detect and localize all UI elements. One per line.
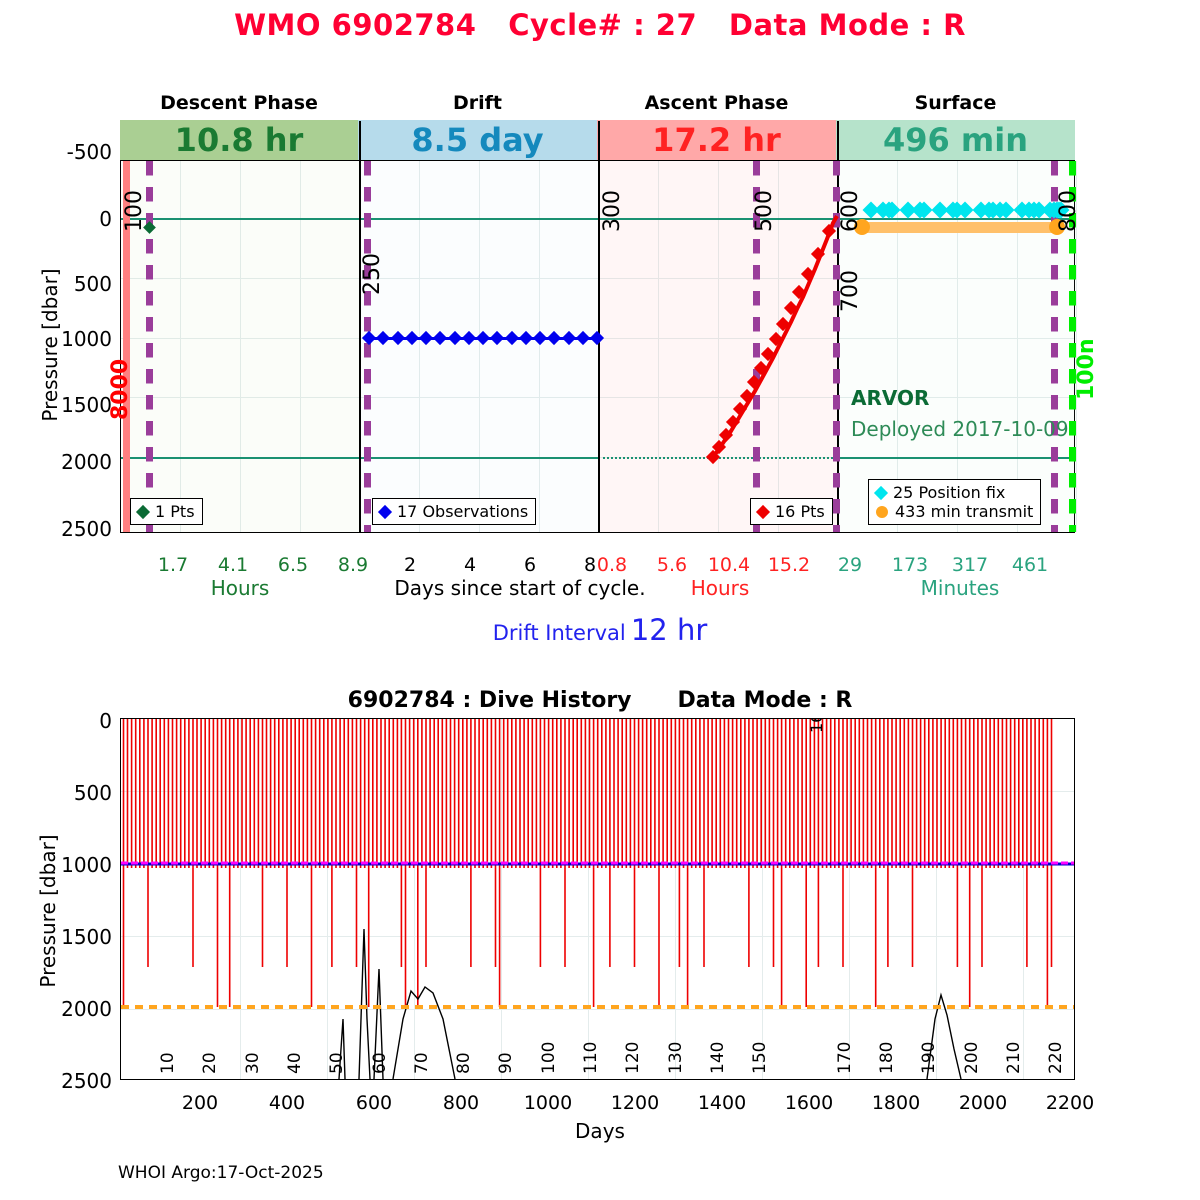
top-ytick-0: -500 xyxy=(67,140,112,164)
dive-history-title: 6902784 : Dive History Data Mode : R xyxy=(0,688,1200,713)
phase-duration-descent: 10.8 hr xyxy=(120,120,358,160)
bot-ytick-3: 1500 xyxy=(61,925,112,949)
cycle-timeline-plot: ARVOR Deployed 2017-10-09 xyxy=(120,160,1075,533)
top-ytick-2: 500 xyxy=(74,272,112,296)
bot-xtick-8: 1800 xyxy=(861,1092,931,1114)
config-label-250: 250 xyxy=(360,253,385,295)
bot-xtick-10: 2200 xyxy=(1035,1092,1105,1114)
bot-xtick-6: 1400 xyxy=(687,1092,757,1114)
legend-label-transmit: 433 min transmit xyxy=(895,502,1033,521)
config-label-600: 600 xyxy=(838,190,863,232)
cycle-number-label: 120 xyxy=(623,1042,643,1074)
footer-text: WHOI Argo:17-Oct-2025 xyxy=(118,1163,324,1183)
cycle-number-label: 20 xyxy=(200,1052,220,1074)
cycle-number-label: 200 xyxy=(962,1042,982,1074)
cycle-number-label: 10 xyxy=(158,1052,178,1074)
page-title: WMO 6902784 Cycle# : 27 Data Mode : R xyxy=(0,8,1200,42)
drift-interval: Drift Interval 12 hr xyxy=(0,613,1200,647)
top-ytick-6: 2500 xyxy=(61,517,112,541)
legend-surface: 25 Position fix 433 min transmit xyxy=(868,479,1041,525)
legend-marker-ascent-icon xyxy=(756,504,770,518)
cycle-number-label: 130 xyxy=(666,1042,686,1074)
config-label-1000: 100n xyxy=(1074,338,1099,400)
config-label-100: 100 xyxy=(122,190,147,232)
phase-name-surface: Surface xyxy=(836,92,1075,114)
cycle-number-label: 80 xyxy=(454,1052,474,1074)
config-label-800: 800 xyxy=(1056,190,1081,232)
legend-marker-descent-icon xyxy=(136,504,150,518)
config-label-500: 500 xyxy=(752,190,777,232)
bot-xtick-3: 800 xyxy=(431,1092,491,1114)
bot-xtick-7: 1600 xyxy=(774,1092,844,1114)
bot-xtick-2: 600 xyxy=(344,1092,404,1114)
ascent-xtick-3: 15.2 xyxy=(754,554,824,576)
phase-name-drift: Drift xyxy=(358,92,597,114)
cycle-number-label: 180 xyxy=(877,1042,897,1074)
dive-history-inline-label: 160 xyxy=(807,718,826,733)
bot-ytick-0: 0 xyxy=(99,709,112,733)
phase-duration-drift: 8.5 day xyxy=(358,120,597,160)
deployment-date-label: Deployed 2017-10-09 xyxy=(851,417,1069,441)
cycle-number-label: 70 xyxy=(412,1052,432,1074)
descent-axis-name: Hours xyxy=(170,576,310,600)
legend-ascent: 16 Pts xyxy=(750,498,833,525)
bot-ytick-4: 2000 xyxy=(61,997,112,1021)
cycle-number-label: 210 xyxy=(1004,1042,1024,1074)
legend-label-descent: 1 Pts xyxy=(155,502,195,521)
bot-ytick-5: 2500 xyxy=(61,1069,112,1093)
cycle-number-label: 220 xyxy=(1046,1042,1066,1074)
config-label-300: 300 xyxy=(600,190,625,232)
cycle-number-label: 60 xyxy=(370,1052,390,1074)
legend-marker-transmit-icon xyxy=(876,506,888,518)
bot-ytick-2: 1000 xyxy=(61,853,112,877)
cycle-number-label: 30 xyxy=(243,1052,263,1074)
bot-ytick-1: 500 xyxy=(74,781,112,805)
bottom-y-axis-label: Pressure [dbar] xyxy=(36,821,60,1001)
drift-interval-label: Drift Interval xyxy=(493,621,626,645)
top-y-axis-label: Pressure [dbar] xyxy=(38,255,62,435)
top-ytick-1: 0 xyxy=(99,207,112,231)
legend-label-positionfix: 25 Position fix xyxy=(893,483,1005,502)
bot-xtick-4: 1000 xyxy=(513,1092,583,1114)
cycle-number-label: 190 xyxy=(919,1042,939,1074)
ascent-axis-name: Hours xyxy=(650,576,790,600)
bot-xtick-5: 1200 xyxy=(600,1092,670,1114)
top-ytick-3: 1000 xyxy=(61,327,112,351)
bot-xtick-0: 200 xyxy=(170,1092,230,1114)
top-ytick-5: 2000 xyxy=(61,450,112,474)
legend-label-ascent: 16 Pts xyxy=(775,502,825,521)
legend-marker-drift-icon xyxy=(378,504,392,518)
cycle-number-label: 140 xyxy=(708,1042,728,1074)
config-label-8000: 8000 xyxy=(108,359,133,420)
cycle-number-label: 150 xyxy=(750,1042,770,1074)
bot-xtick-1: 400 xyxy=(257,1092,317,1114)
cycle-number-label: 100 xyxy=(539,1042,559,1074)
dive-history-plot: 160 xyxy=(120,718,1075,1080)
legend-marker-positionfix-icon xyxy=(874,485,888,499)
transmit-duration-bar xyxy=(859,222,1059,233)
dive-history-series xyxy=(121,719,1074,1079)
legend-descent: 1 Pts xyxy=(130,498,203,525)
cycle-number-label: 110 xyxy=(581,1042,601,1074)
bottom-x-axis-label: Days xyxy=(540,1119,660,1143)
drift-axis-name: Days since start of cycle. xyxy=(340,576,700,600)
cycle-number-label: 50 xyxy=(327,1052,347,1074)
cycle-number-label: 40 xyxy=(285,1052,305,1074)
float-type-label: ARVOR xyxy=(851,386,929,410)
surface-axis-name: Minutes xyxy=(890,576,1030,600)
top-ytick-4: 1500 xyxy=(61,393,112,417)
phase-name-descent: Descent Phase xyxy=(120,92,358,114)
phase-name-ascent: Ascent Phase xyxy=(597,92,836,114)
legend-drift: 17 Observations xyxy=(372,498,536,525)
surface-xtick-3: 461 xyxy=(995,554,1065,576)
cycle-number-label: 170 xyxy=(835,1042,855,1074)
phase-duration-surface: 496 min xyxy=(836,120,1075,160)
config-label-700: 700 xyxy=(838,270,863,312)
drift-interval-value: 12 hr xyxy=(631,613,707,647)
phase-duration-ascent: 17.2 hr xyxy=(597,120,836,160)
legend-label-drift: 17 Observations xyxy=(397,502,528,521)
cycle-number-label: 90 xyxy=(496,1052,516,1074)
bot-xtick-9: 2000 xyxy=(948,1092,1018,1114)
